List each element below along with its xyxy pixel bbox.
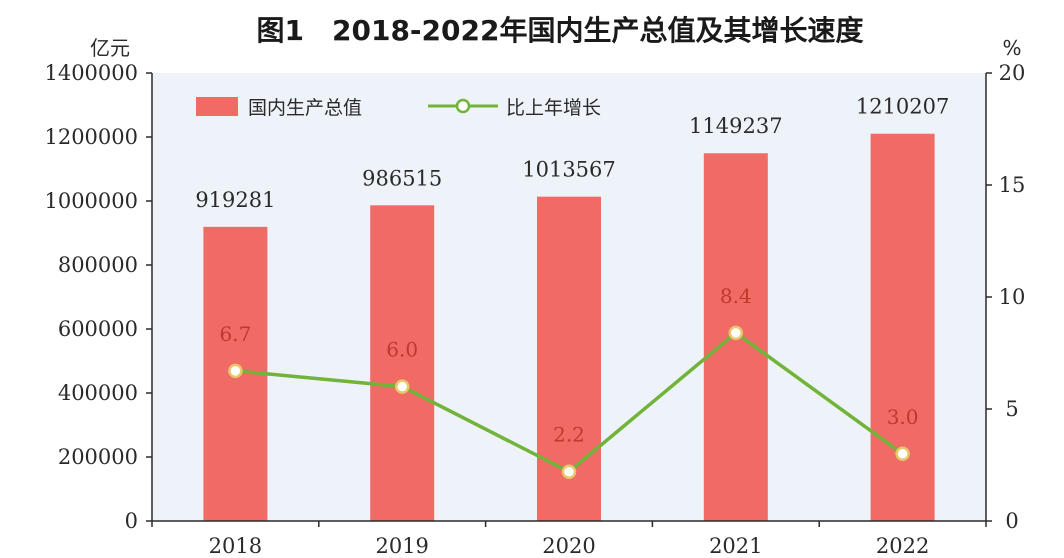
y-left-tick-label: 0 [125, 509, 138, 533]
bar-value-label: 919281 [195, 188, 275, 212]
y-left-unit: 亿元 [90, 36, 130, 60]
line-value-label: 2.2 [553, 423, 585, 447]
y-left-tick-label: 200000 [58, 445, 138, 469]
bar-value-label: 1013567 [522, 158, 616, 182]
line-layer [228, 325, 910, 479]
line-growth-marker [394, 379, 410, 394]
legend-swatch-growth-marker [455, 98, 471, 114]
line-value-label: 3.0 [887, 405, 919, 429]
y-left-tick-label: 1000000 [44, 189, 138, 213]
line-growth-marker [895, 446, 910, 462]
bar-gdp [370, 205, 435, 522]
line-growth-marker [728, 325, 744, 341]
line-value-label: 6.7 [219, 322, 251, 346]
y-right-tick-label: 5 [1005, 397, 1018, 421]
line-growth-marker [561, 464, 577, 479]
x-tick-label: 2019 [375, 534, 428, 558]
bar-value-label: 986515 [362, 166, 442, 190]
y-left-tick-label: 1400000 [44, 61, 138, 85]
y-left-tick-label: 400000 [58, 381, 138, 405]
line-growth-marker [228, 363, 243, 379]
y-right-tick-label: 20 [999, 61, 1026, 85]
y-right-unit: % [1002, 36, 1021, 60]
y-left-tick-label: 800000 [58, 253, 138, 277]
legend-swatch-gdp [196, 97, 238, 116]
x-tick-label: 2021 [709, 534, 762, 558]
line-value-label: 6.0 [386, 338, 418, 362]
line-value-label: 8.4 [720, 284, 752, 308]
chart-title: 图1 2018-2022年国内生产总值及其增长速度 [257, 14, 864, 47]
y-right-tick-label: 10 [999, 285, 1026, 309]
bar-value-label: 1149237 [689, 114, 783, 138]
bar-value-label: 1210207 [856, 95, 950, 119]
legend-label-growth: 比上年增长 [506, 97, 601, 119]
y-left-tick-label: 1200000 [44, 125, 138, 149]
y-right-tick-label: 15 [999, 173, 1026, 197]
y-left-tick-label: 600000 [58, 317, 138, 341]
legend-label-gdp: 国内生产总值 [248, 97, 362, 119]
y-right-tick-label: 0 [1005, 509, 1018, 533]
labels-layer: 919281 986515 1013567 1149237 1210207 6.7 6.0 2… [195, 95, 949, 447]
x-tick-label: 2020 [542, 534, 595, 558]
legend: 国内生产总值 比上年增长 [196, 97, 601, 119]
bar-gdp [870, 133, 935, 521]
x-tick-label: 2022 [876, 534, 929, 558]
axes-layer: 0 200000 400000 600000 800000 1000000 1200000 1… [44, 61, 1025, 558]
x-tick-label: 2018 [209, 534, 262, 558]
